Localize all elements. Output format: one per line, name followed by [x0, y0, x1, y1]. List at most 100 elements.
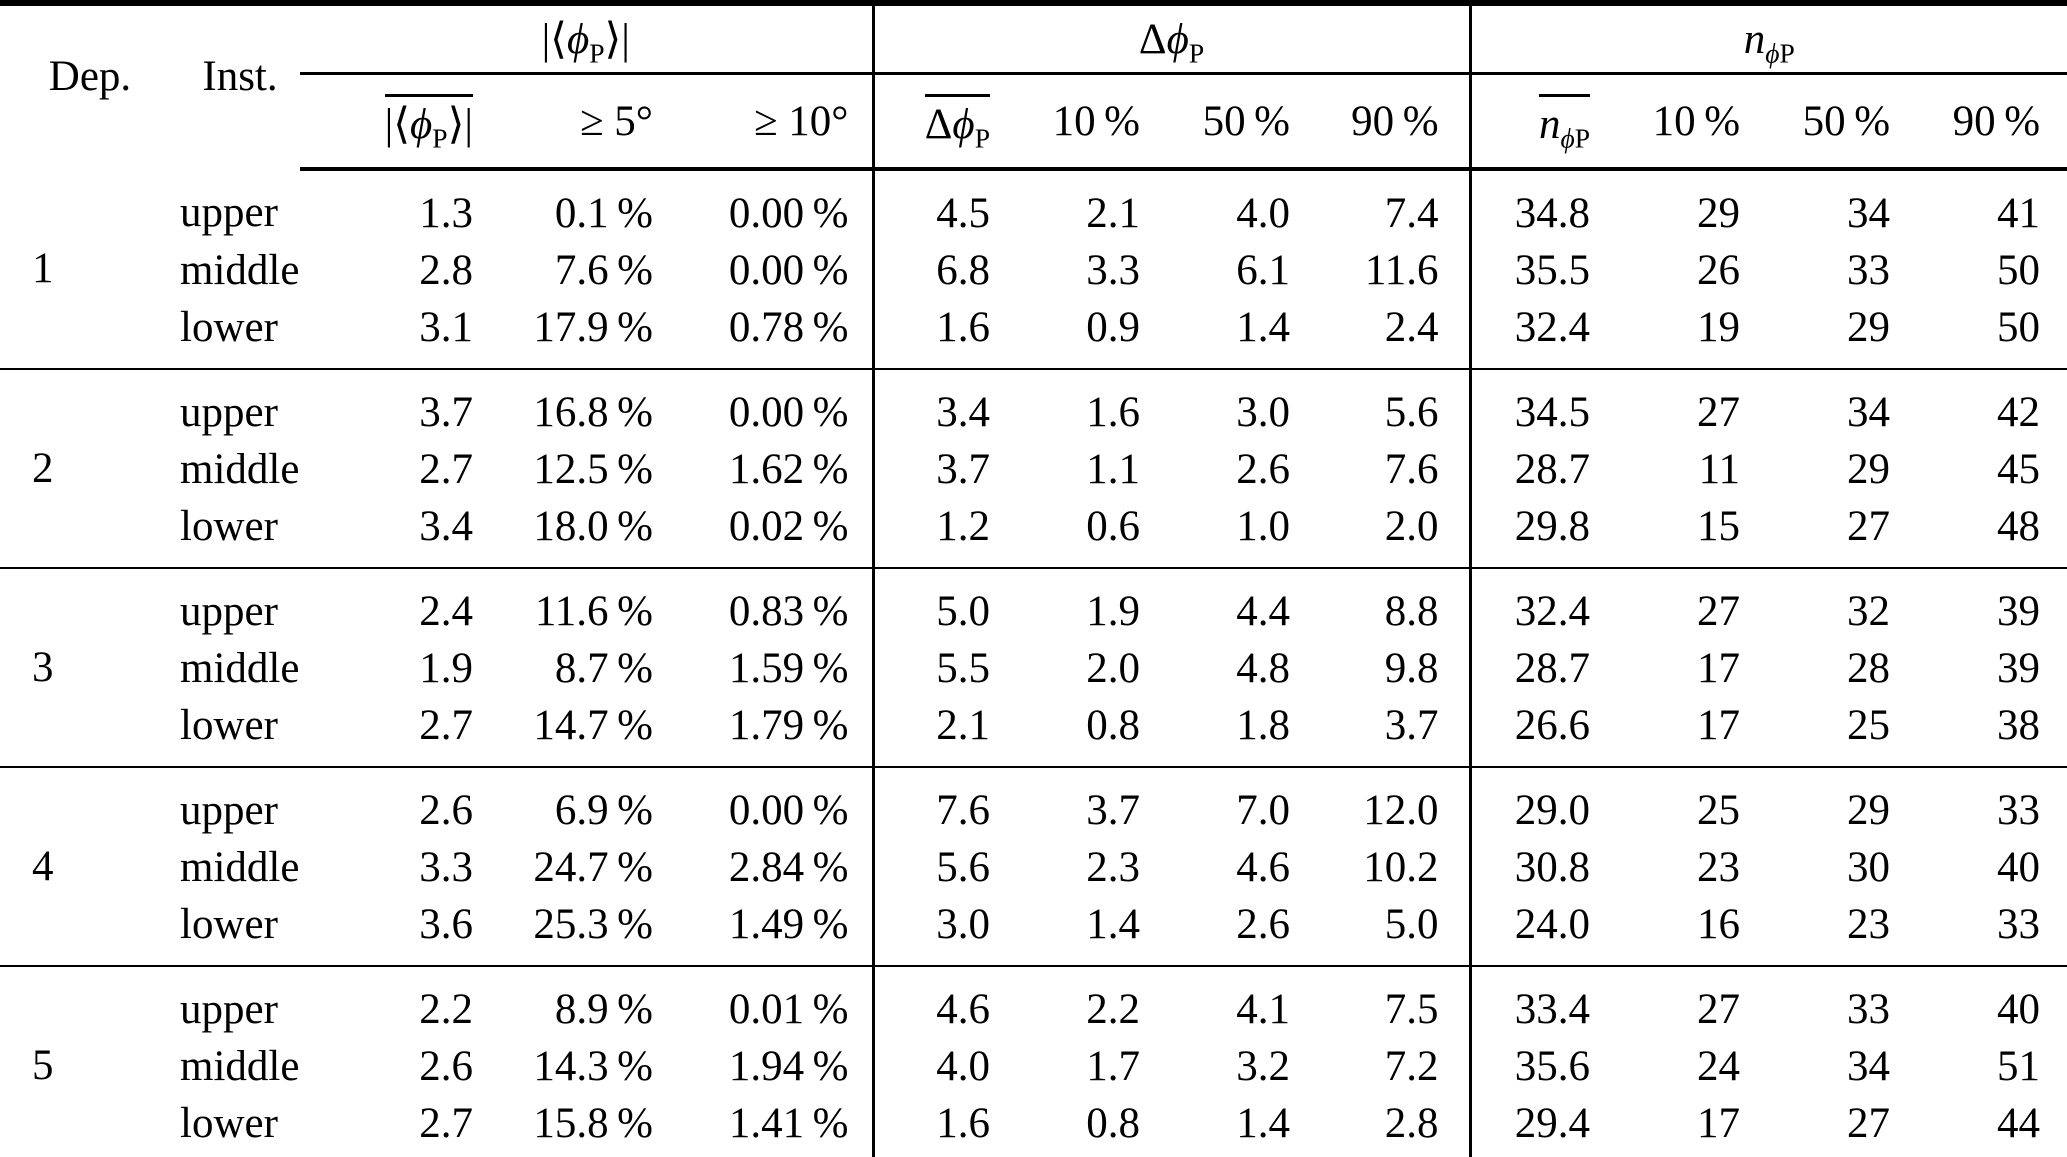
value-cell: 2.84 %	[728, 844, 849, 891]
value-cell: 14.7 %	[533, 702, 653, 749]
value-cell: 3.1	[419, 304, 473, 351]
value-cell: 1.41 %	[728, 1100, 849, 1147]
value-cell: 51	[1997, 1043, 2041, 1090]
value-cell: 7.5	[1290, 965, 1471, 1038]
dep-cell: 5	[0, 965, 150, 1157]
col-header-dphi-p10: 10 %	[990, 73, 1140, 171]
value-cell: 44	[1997, 1100, 2041, 1147]
value-cell: 1.2	[871, 498, 990, 568]
value-cell: 5.0	[1384, 901, 1439, 948]
value-cell: 1.6	[871, 1095, 990, 1157]
value-cell: 8.7 %	[554, 645, 653, 692]
value-cell: 38	[1997, 702, 2041, 749]
value-cell: 2.0	[1384, 503, 1439, 550]
table-row: middle 2.6 14.3 % 1.94 % 4.0 1.7 3.2 7.2…	[0, 1038, 2067, 1095]
value-cell: 32.4	[1468, 567, 1591, 640]
value-cell: 0.83 %	[653, 567, 873, 640]
inst-cell: upper	[150, 567, 300, 640]
group-header-row: Dep. Inst. |⟨ϕP⟩| ΔϕP nϕP	[0, 3, 2067, 100]
value-cell: 2.8	[1384, 1100, 1439, 1147]
inst-cell: middle	[180, 247, 300, 294]
col-group-phi-abs: |⟨ϕP⟩|	[300, 3, 873, 75]
inst-cell: upper	[150, 766, 300, 839]
value-cell: 8.8	[1290, 567, 1471, 640]
value-cell: 1.1	[1086, 446, 1140, 493]
dep-cell: 3	[0, 567, 150, 767]
value-cell: 0.9	[1086, 304, 1140, 351]
section-dep-1: 1 upper 1.3 0.1 % 0.00 % 4.5 2.1 4.0 7.4…	[0, 169, 2067, 369]
value-cell: 1.4	[1086, 901, 1140, 948]
value-cell: 40	[1997, 844, 2041, 891]
value-cell: 7.4	[1384, 190, 1439, 237]
value-cell: 29.0	[1468, 766, 1591, 839]
value-cell: 4.5	[871, 169, 990, 242]
value-cell: 1.8	[1236, 702, 1290, 749]
value-cell: 12.0	[1290, 766, 1471, 839]
value-cell: 9.8	[1384, 645, 1439, 692]
value-cell: 16	[1697, 901, 1741, 948]
value-cell: 3.4	[419, 503, 473, 550]
value-cell: 33	[1997, 901, 2041, 948]
value-cell: 30	[1847, 844, 1891, 891]
value-cell: 14.3 %	[533, 1043, 653, 1090]
value-cell: 7.2	[1384, 1043, 1439, 1090]
col-header-dphi-mean: ΔϕP	[871, 73, 990, 171]
value-cell: 39	[1997, 645, 2041, 692]
inst-cell: lower	[180, 702, 278, 749]
col-header-ge5: ≥ 5°	[473, 73, 653, 171]
value-cell: 0.00 %	[653, 368, 873, 441]
value-cell: 24.7 %	[533, 844, 653, 891]
value-cell: 17	[1697, 702, 1741, 749]
value-cell: 16.8 %	[473, 368, 653, 441]
inst-cell: middle	[180, 1043, 300, 1090]
value-cell: 1.94 %	[728, 1043, 849, 1090]
value-cell: 15.8 %	[533, 1100, 653, 1147]
value-cell: 2.1	[1086, 190, 1140, 237]
value-cell: 0.02 %	[728, 503, 849, 550]
inst-cell: lower	[180, 901, 278, 948]
col-group-delta-phi: ΔϕP	[871, 3, 1471, 75]
value-cell: 27	[1847, 1100, 1891, 1147]
value-cell: 5.0	[871, 567, 990, 640]
value-cell: 11.6 %	[473, 567, 653, 640]
value-cell: 28	[1847, 645, 1891, 692]
value-cell: 17	[1697, 1100, 1741, 1147]
section-dep-5: 5 upper 2.2 8.9 % 0.01 % 4.6 2.2 4.1 7.5…	[0, 965, 2067, 1157]
value-cell: 28.7	[1468, 640, 1591, 697]
value-cell: 5.5	[871, 640, 990, 697]
value-cell: 3.7	[300, 368, 473, 441]
col-header-dphi-p50: 50 %	[1140, 73, 1290, 171]
value-cell: 29.8	[1468, 498, 1591, 568]
section-dep-4: 4 upper 2.6 6.9 % 0.00 % 7.6 3.7 7.0 12.…	[0, 766, 2067, 966]
value-cell: 24	[1697, 1043, 1741, 1090]
value-cell: 29	[1847, 446, 1891, 493]
col-header-dphi-p90: 90 %	[1290, 73, 1471, 171]
section-dep-3: 3 upper 2.4 11.6 % 0.83 % 5.0 1.9 4.4 8.…	[0, 567, 2067, 767]
value-cell: 25.3 %	[533, 901, 653, 948]
sub-header-row: |⟨ϕP⟩| ≥ 5° ≥ 10° ΔϕP 10 % 50 % 90 % nϕP…	[0, 73, 2067, 171]
value-cell: 27	[1590, 368, 1741, 441]
value-cell: 6.8	[871, 242, 990, 299]
col-header-inst: Inst.	[202, 53, 278, 100]
value-cell: 3.0	[871, 896, 990, 966]
value-cell: 6.1	[1236, 247, 1290, 294]
value-cell: 29	[1847, 304, 1891, 351]
value-cell: 1.4	[1236, 304, 1290, 351]
col-header-phi-abs-mean: |⟨ϕP⟩|	[300, 73, 473, 171]
value-cell: 1.6	[871, 299, 990, 369]
value-cell: 32.4	[1468, 299, 1591, 369]
value-cell: 2.2	[990, 965, 1140, 1038]
value-cell: 34	[1847, 190, 1891, 237]
value-cell: 27	[1590, 567, 1741, 640]
value-cell: 26	[1697, 247, 1741, 294]
value-cell: 3.0	[1140, 368, 1290, 441]
value-cell: 23	[1697, 844, 1741, 891]
inst-cell: lower	[180, 304, 278, 351]
value-cell: 1.7	[1086, 1043, 1140, 1090]
value-cell: 4.8	[1236, 645, 1290, 692]
value-cell: 3.7	[1384, 702, 1439, 749]
value-cell: 7.6 %	[554, 247, 653, 294]
value-cell: 4.0	[871, 1038, 990, 1095]
value-cell: 1.79 %	[728, 702, 849, 749]
